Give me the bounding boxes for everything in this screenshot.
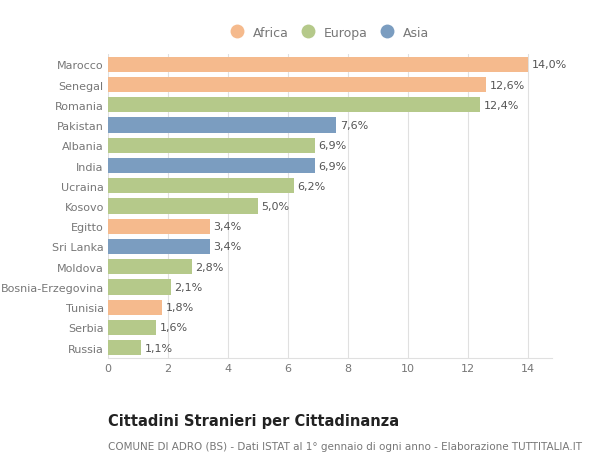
Text: 3,4%: 3,4% [214,242,242,252]
Text: 6,9%: 6,9% [319,141,347,151]
Bar [108,239,210,254]
Bar [108,98,480,113]
Text: 12,4%: 12,4% [484,101,519,111]
Text: 12,6%: 12,6% [490,80,525,90]
Bar [108,199,258,214]
Bar [108,158,315,174]
Bar [108,280,171,295]
Bar [108,219,210,234]
Bar [108,179,294,194]
Bar [108,320,156,335]
Text: 2,8%: 2,8% [196,262,224,272]
Bar [108,341,141,355]
Text: Cittadini Stranieri per Cittadinanza: Cittadini Stranieri per Cittadinanza [108,413,399,428]
Text: 6,9%: 6,9% [319,161,347,171]
Text: 7,6%: 7,6% [340,121,368,131]
Text: 1,8%: 1,8% [166,302,194,313]
Text: 1,1%: 1,1% [145,343,173,353]
Bar [108,118,336,133]
Bar [108,57,528,73]
Text: 1,6%: 1,6% [160,323,188,333]
Legend: Africa, Europa, Asia: Africa, Europa, Asia [226,22,434,45]
Text: 14,0%: 14,0% [532,60,567,70]
Bar [108,300,162,315]
Text: COMUNE DI ADRO (BS) - Dati ISTAT al 1° gennaio di ogni anno - Elaborazione TUTTI: COMUNE DI ADRO (BS) - Dati ISTAT al 1° g… [108,441,582,451]
Text: 3,4%: 3,4% [214,222,242,232]
Text: 2,1%: 2,1% [175,282,203,292]
Text: 5,0%: 5,0% [262,202,290,212]
Text: 6,2%: 6,2% [298,181,326,191]
Bar [108,259,192,274]
Bar [108,139,315,153]
Bar [108,78,486,93]
